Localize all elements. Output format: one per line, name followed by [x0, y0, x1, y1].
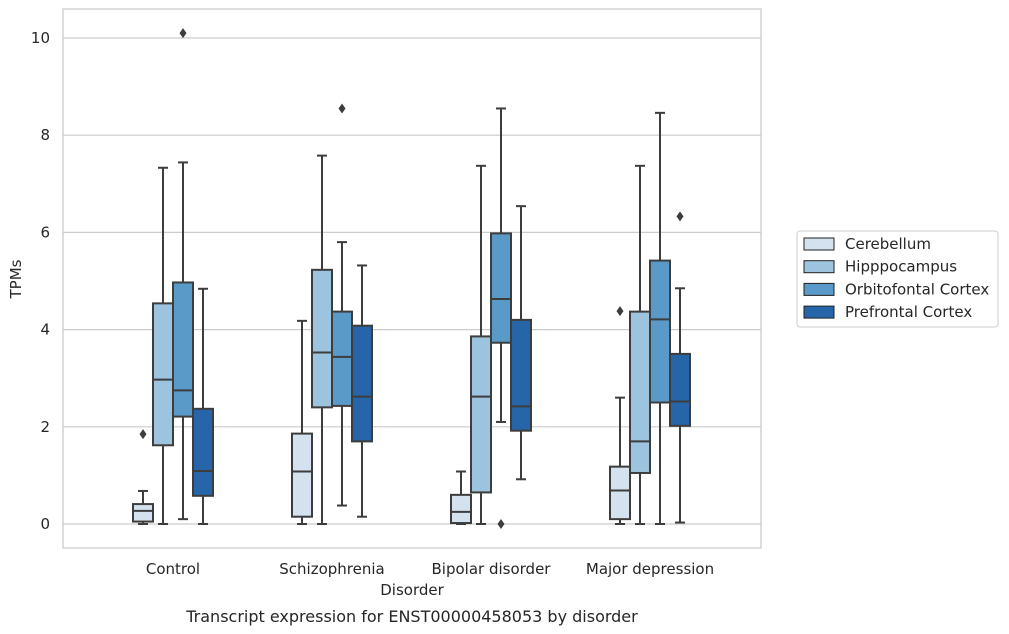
y-tick-label: 0	[40, 515, 50, 533]
y-tick-label: 10	[31, 29, 50, 47]
iqr-box	[152, 302, 174, 447]
iqr-box	[450, 493, 472, 525]
box-2-0	[172, 28, 194, 521]
box-3-1	[351, 264, 373, 518]
x-tick-label: Schizophrenia	[279, 560, 384, 578]
y-tick-label: 4	[40, 321, 50, 339]
y-axis-label: TPMs	[7, 259, 25, 299]
box-3-2	[510, 205, 532, 481]
legend-frame	[796, 230, 999, 328]
outlier-point	[676, 211, 684, 222]
chart-caption: Transcript expression for ENST0000045805…	[185, 607, 638, 626]
x-tick-label: Bipolar disorder	[432, 560, 552, 578]
iqr-box	[510, 318, 532, 432]
legend-label: Orbitofontal Cortex	[845, 280, 989, 298]
box-0-2	[450, 470, 472, 525]
box-1-2	[470, 164, 492, 525]
box-0-1	[291, 319, 313, 525]
legend-label: Cerebellum	[845, 235, 931, 253]
x-axis-label: Disorder	[380, 581, 444, 599]
legend-swatch	[803, 237, 835, 251]
iqr-box	[609, 465, 631, 521]
box-0-0	[132, 429, 154, 525]
iqr-box	[669, 352, 691, 427]
box-3-3	[669, 211, 691, 524]
outlier-point	[179, 28, 187, 39]
legend-label: Hipppocampus	[845, 258, 957, 276]
x-tick-label: Major depression	[586, 560, 714, 578]
box-2-1	[331, 103, 353, 507]
outlier-point	[139, 429, 147, 440]
x-tick-label: Control	[146, 560, 200, 578]
iqr-box	[490, 232, 512, 344]
box-1-1	[311, 154, 333, 525]
plot-frame	[62, 8, 762, 549]
legend-swatch	[803, 305, 835, 319]
iqr-box	[291, 432, 313, 518]
box-layer	[132, 28, 691, 529]
iqr-box	[132, 503, 154, 523]
box-1-3	[629, 164, 651, 525]
iqr-box	[470, 335, 492, 494]
box-3-0	[192, 287, 214, 525]
y-tick-label: 8	[40, 126, 50, 144]
tick-layer: 0 2 4 6 8 10 Control Schizophrenia Bipolar disor…	[31, 29, 714, 578]
box-2-3	[649, 111, 671, 525]
box-0-3	[609, 306, 631, 525]
y-tick-label: 6	[40, 223, 50, 241]
legend: Cerebellum Hipppocampus Orbitofontal Corte…	[796, 230, 999, 328]
legend-swatch	[803, 282, 835, 296]
box-2-2	[490, 107, 512, 529]
iqr-box	[192, 407, 214, 497]
outlier-point	[497, 519, 505, 529]
legend-swatch	[803, 260, 835, 274]
iqr-box	[351, 324, 373, 443]
iqr-box	[629, 310, 651, 474]
box-1-0	[152, 166, 174, 525]
iqr-box	[172, 281, 194, 418]
iqr-box	[311, 268, 333, 409]
legend-label: Prefrontal Cortex	[845, 303, 972, 321]
iqr-box	[649, 259, 671, 404]
outlier-point	[338, 103, 346, 114]
outlier-point	[616, 306, 624, 317]
y-tick-label: 2	[40, 418, 50, 436]
iqr-box	[331, 310, 353, 407]
